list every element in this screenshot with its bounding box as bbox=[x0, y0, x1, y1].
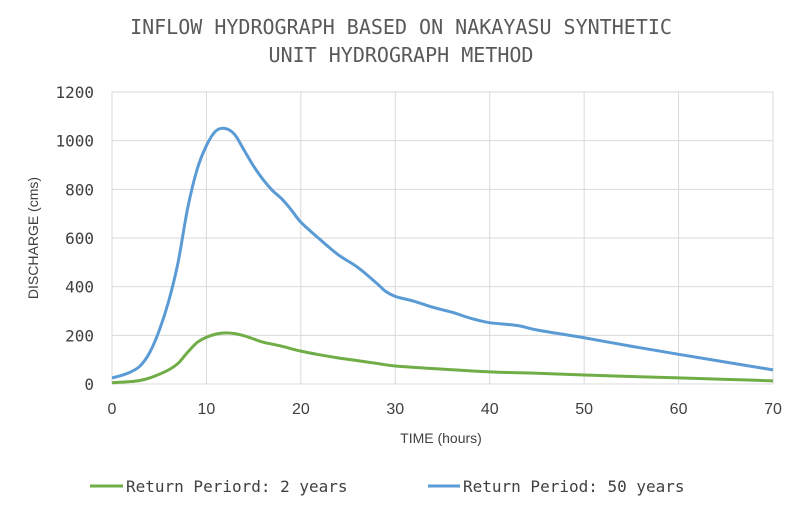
series-line-1 bbox=[111, 126, 774, 380]
gridlines bbox=[111, 91, 774, 385]
x-tick-label: 50 bbox=[575, 401, 593, 418]
y-tick-label: 400 bbox=[65, 278, 94, 297]
chart-title-line-1: INFLOW HYDROGRAPH BASED ON NAKAYASU SYNT… bbox=[130, 15, 672, 39]
y-axis-label: DISCHARGE (cms) bbox=[25, 177, 41, 299]
series-lines bbox=[111, 126, 774, 385]
y-axis-ticks: 0 200 400 600 800 1000 1200 bbox=[55, 83, 94, 394]
x-tick-label: 60 bbox=[670, 401, 688, 418]
x-tick-label: 0 bbox=[108, 401, 117, 418]
y-tick-label: 200 bbox=[65, 326, 94, 345]
series-line-0 bbox=[111, 331, 774, 385]
y-tick-label: 600 bbox=[65, 229, 94, 248]
y-tick-label: 800 bbox=[65, 180, 94, 199]
y-tick-label: 1200 bbox=[55, 83, 94, 102]
x-tick-label: 70 bbox=[764, 401, 782, 418]
x-tick-label: 20 bbox=[292, 401, 310, 418]
x-axis-label: TIME (hours) bbox=[400, 430, 482, 446]
legend-label-2-years: Return Periord: 2 years bbox=[126, 477, 348, 496]
y-tick-label: 1000 bbox=[55, 132, 94, 151]
x-tick-label: 30 bbox=[386, 401, 404, 418]
x-tick-label: 10 bbox=[198, 401, 216, 418]
y-tick-label: 0 bbox=[84, 375, 94, 394]
legend: Return Periord: 2 years Return Period: 5… bbox=[90, 477, 685, 496]
chart-title-line-2: UNIT HYDROGRAPH METHOD bbox=[269, 43, 534, 67]
legend-label-50-years: Return Period: 50 years bbox=[463, 477, 685, 496]
x-axis-ticks: 0 10 20 30 40 50 60 70 bbox=[108, 401, 782, 418]
x-tick-label: 40 bbox=[481, 401, 499, 418]
